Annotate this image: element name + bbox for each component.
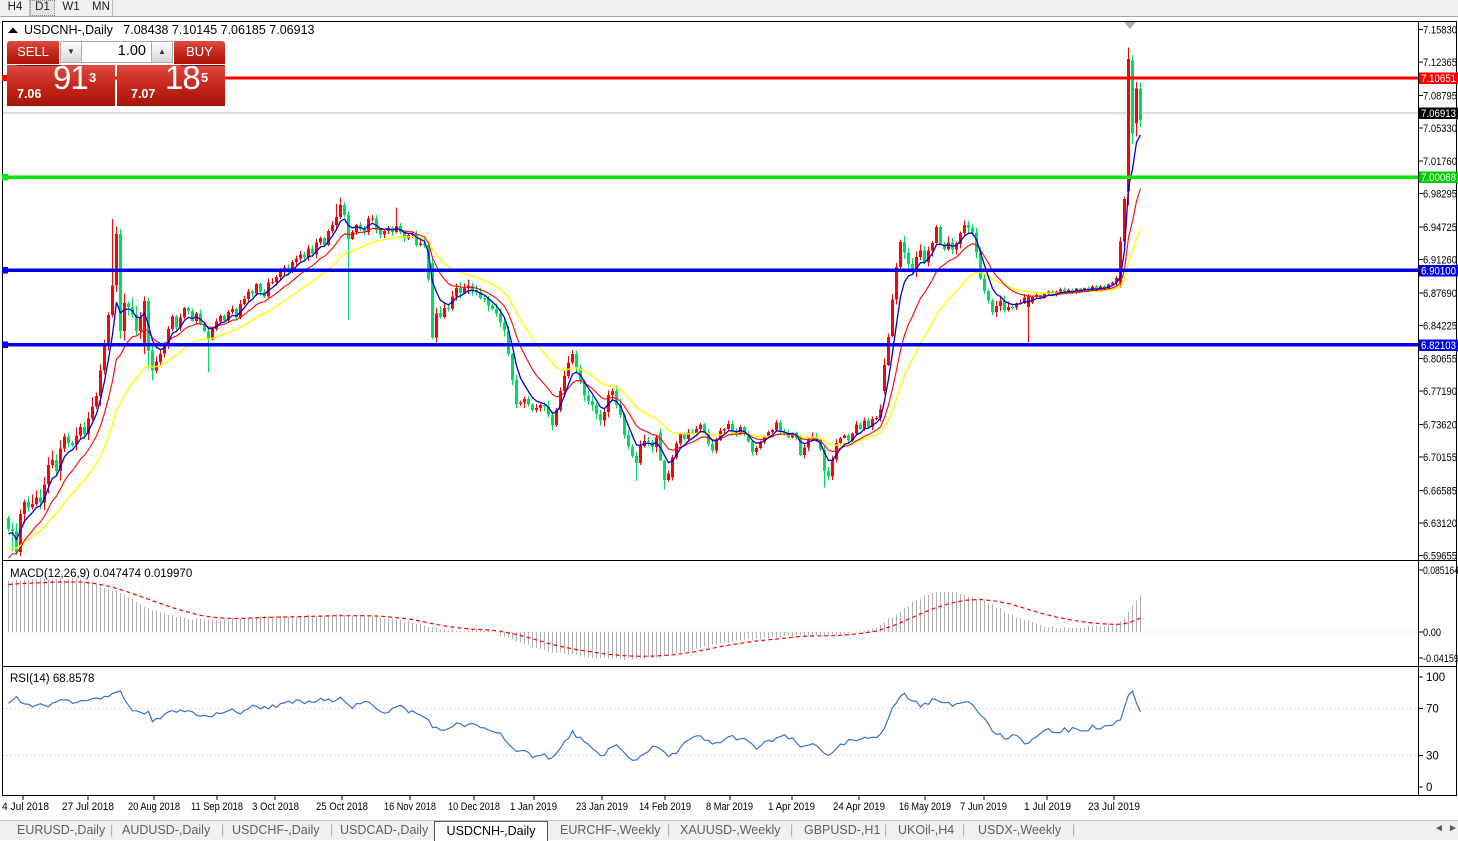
svg-text:7.01760: 7.01760 <box>1423 156 1457 168</box>
svg-text:1 Jan 2019: 1 Jan 2019 <box>510 801 557 813</box>
svg-text:11 Sep 2018: 11 Sep 2018 <box>191 801 243 813</box>
svg-text:USDCNH-,Daily 7.08438 7.1014: USDCNH-,Daily 7.08438 7.10145 7.06185 7.… <box>24 23 315 37</box>
svg-text:20 Aug 2018: 20 Aug 2018 <box>128 801 180 813</box>
svg-text:14 Feb 2019: 14 Feb 2019 <box>639 801 691 813</box>
svg-text:MACD(12,26,9) 0.047474 0.01997: MACD(12,26,9) 0.047474 0.019970 <box>10 568 192 580</box>
svg-text:0.085164: 0.085164 <box>1423 565 1458 577</box>
svg-text:7.00068: 7.00068 <box>1421 172 1456 184</box>
svg-text:-0.04159: -0.04159 <box>1423 653 1458 665</box>
svg-text:25 Oct 2018: 25 Oct 2018 <box>316 801 368 813</box>
svg-text:6.84225: 6.84225 <box>1423 320 1457 332</box>
svg-text:70: 70 <box>1426 703 1439 715</box>
svg-text:16 May 2019: 16 May 2019 <box>899 801 951 813</box>
svg-text:7.12365: 7.12365 <box>1423 57 1457 69</box>
svg-text:24 Apr 2019: 24 Apr 2019 <box>833 801 885 813</box>
svg-text:10 Dec 2018: 10 Dec 2018 <box>448 801 500 813</box>
svg-text:7.06913: 7.06913 <box>1421 108 1456 120</box>
svg-text:6.98295: 6.98295 <box>1423 189 1457 201</box>
svg-text:100: 100 <box>1426 672 1445 684</box>
svg-text:6.73620: 6.73620 <box>1423 420 1457 432</box>
svg-text:0: 0 <box>1426 782 1432 794</box>
svg-text:7.08795: 7.08795 <box>1423 90 1457 102</box>
svg-text:6.63120: 6.63120 <box>1423 518 1457 530</box>
svg-text:6.59655: 6.59655 <box>1423 550 1457 562</box>
svg-text:6.90100: 6.90100 <box>1421 265 1456 277</box>
svg-text:6.80655: 6.80655 <box>1423 354 1457 366</box>
svg-text:6.82103: 6.82103 <box>1421 340 1456 352</box>
svg-text:6.87690: 6.87690 <box>1423 288 1457 300</box>
svg-text:RSI(14) 68.8578: RSI(14) 68.8578 <box>10 673 94 685</box>
svg-text:7.10651: 7.10651 <box>1421 73 1456 85</box>
svg-text:23 Jan 2019: 23 Jan 2019 <box>576 801 628 813</box>
svg-text:23 Jul 2019: 23 Jul 2019 <box>1088 801 1140 813</box>
svg-text:6.77190: 6.77190 <box>1423 386 1457 398</box>
svg-text:3 Oct 2018: 3 Oct 2018 <box>252 801 299 813</box>
svg-text:27 Jul 2018: 27 Jul 2018 <box>62 801 114 813</box>
svg-text:6.70155: 6.70155 <box>1423 452 1457 464</box>
svg-text:0.00: 0.00 <box>1423 627 1441 639</box>
svg-text:1 Apr 2019: 1 Apr 2019 <box>768 801 815 813</box>
svg-text:6.94725: 6.94725 <box>1423 222 1457 234</box>
svg-text:4 Jul 2018: 4 Jul 2018 <box>2 801 49 813</box>
svg-text:7.05330: 7.05330 <box>1423 123 1457 135</box>
svg-text:30: 30 <box>1426 751 1439 763</box>
svg-text:16 Nov 2018: 16 Nov 2018 <box>384 801 436 813</box>
svg-text:7 Jun 2019: 7 Jun 2019 <box>960 801 1007 813</box>
svg-text:8 Mar 2019: 8 Mar 2019 <box>706 801 753 813</box>
svg-text:6.91260: 6.91260 <box>1423 255 1457 267</box>
svg-text:1 Jul 2019: 1 Jul 2019 <box>1024 801 1071 813</box>
svg-text:7.15830: 7.15830 <box>1423 25 1457 37</box>
svg-text:6.66585: 6.66585 <box>1423 485 1457 497</box>
